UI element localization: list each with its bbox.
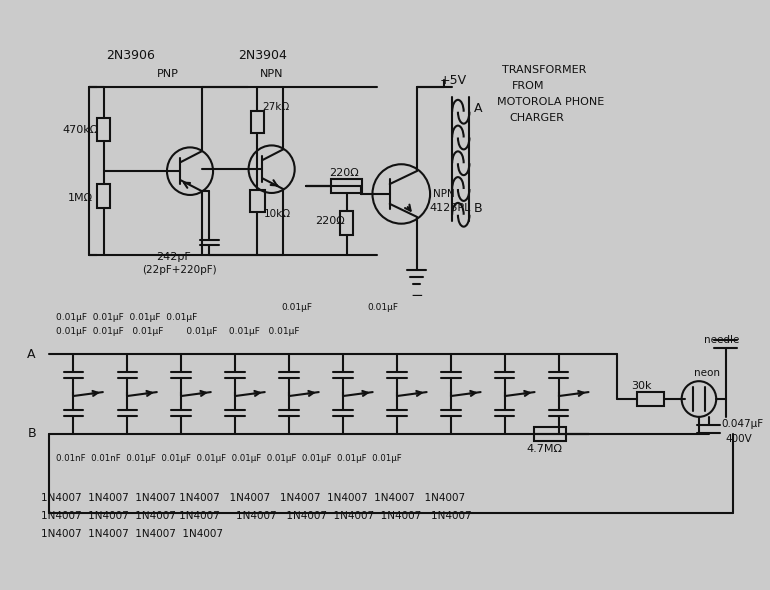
Text: neon: neon	[694, 368, 720, 378]
Text: NPN: NPN	[260, 69, 283, 79]
Text: PNP: PNP	[156, 69, 179, 79]
Bar	[340, 211, 353, 235]
Text: 2N3904: 2N3904	[238, 49, 287, 62]
Text: (22pF+220pF): (22pF+220pF)	[142, 266, 216, 276]
Text: 4.7MΩ: 4.7MΩ	[526, 444, 562, 454]
Text: B: B	[474, 202, 483, 215]
Text: NPN: NPN	[433, 189, 455, 199]
Text: 0.01nF  0.01nF  0.01μF  0.01μF  0.01μF  0.01μF  0.01μF  0.01μF  0.01μF  0.01μF: 0.01nF 0.01nF 0.01μF 0.01μF 0.01μF 0.01μ…	[55, 454, 401, 463]
Text: 1N4007  1N4007  1N4007 1N4007   1N4007   1N4007  1N4007  1N4007   1N4007: 1N4007 1N4007 1N4007 1N4007 1N4007 1N400…	[41, 493, 465, 503]
Text: 2N3906: 2N3906	[106, 49, 156, 62]
Text: 400V: 400V	[726, 434, 752, 444]
Bar	[249, 190, 265, 212]
Text: TRANSFORMER: TRANSFORMER	[502, 65, 587, 75]
Text: 220Ω: 220Ω	[315, 216, 345, 226]
Text: CHARGER: CHARGER	[510, 113, 564, 123]
Text: 0.01μF: 0.01μF	[281, 303, 313, 312]
Text: 0.01μF  0.01μF  0.01μF  0.01μF: 0.01μF 0.01μF 0.01μF 0.01μF	[55, 313, 197, 322]
Text: 0.01μF: 0.01μF	[367, 303, 399, 312]
Text: +5V: +5V	[440, 74, 467, 87]
Text: 0.047μF: 0.047μF	[721, 419, 763, 429]
Text: 220Ω: 220Ω	[330, 168, 359, 178]
Text: −: −	[410, 287, 423, 303]
Bar	[97, 184, 110, 208]
Bar	[97, 117, 110, 142]
Text: 1MΩ: 1MΩ	[68, 193, 93, 203]
Text: A: A	[27, 348, 36, 361]
Text: MOTOROLA PHONE: MOTOROLA PHONE	[497, 97, 604, 107]
Text: 470kΩ: 470kΩ	[62, 124, 99, 135]
Text: 0.01μF  0.01μF   0.01μF        0.01μF    0.01μF   0.01μF: 0.01μF 0.01μF 0.01μF 0.01μF 0.01μF 0.01μ…	[55, 327, 299, 336]
Bar	[331, 179, 362, 193]
Text: A: A	[474, 102, 483, 115]
Bar	[534, 427, 567, 441]
Text: B: B	[27, 427, 36, 440]
Text: 1N4007  1N4007  1N4007 1N4007     1N4007   1N4007  1N4007  1N4007   1N4007: 1N4007 1N4007 1N4007 1N4007 1N4007 1N400…	[41, 511, 472, 521]
Bar	[638, 392, 665, 406]
Text: 1N4007  1N4007  1N4007  1N4007: 1N4007 1N4007 1N4007 1N4007	[41, 529, 223, 539]
Text: FROM: FROM	[512, 81, 544, 91]
Text: 30k: 30k	[631, 381, 651, 391]
Text: 27kΩ: 27kΩ	[262, 102, 290, 112]
Text: 242pF: 242pF	[156, 253, 191, 263]
Text: 10kΩ: 10kΩ	[264, 209, 291, 219]
Bar	[250, 111, 264, 133]
Text: needle: needle	[704, 335, 739, 345]
Text: 4128PL: 4128PL	[429, 203, 470, 213]
